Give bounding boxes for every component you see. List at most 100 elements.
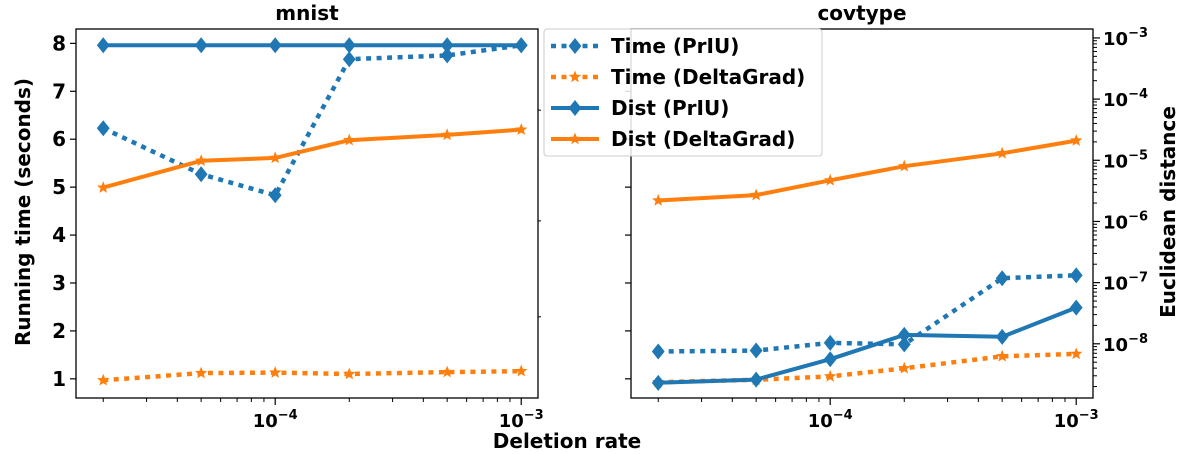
legend-label: Time (PrIU) [611, 34, 739, 58]
data-point [995, 270, 1009, 287]
series-dist-deltagrad [97, 123, 528, 193]
plot-frame [630, 28, 1094, 399]
data-point [824, 173, 837, 186]
data-point [96, 37, 110, 54]
legend-item: Time (PrIU) [551, 34, 739, 58]
covtype-panel: covtype 10−4 10−3 10−8 10−7 10−6 10−5 10−4 10−3 [625, 1, 1148, 432]
data-point [268, 187, 282, 204]
y-right-tick-label: 10−7 [1103, 271, 1148, 295]
series-line [658, 351, 1077, 385]
legend-label: Dist (PrIU) [611, 96, 729, 120]
data-point [568, 70, 582, 83]
data-point [96, 120, 110, 137]
data-point [1070, 347, 1083, 360]
series-time-deltagrad [97, 364, 528, 386]
panel-title: covtype [817, 1, 906, 25]
data-point [268, 37, 282, 54]
panel-title: mnist [275, 1, 339, 25]
data-point [515, 123, 528, 135]
data-point [97, 373, 110, 386]
data-point [568, 100, 582, 116]
data-point [749, 188, 763, 201]
data-point [651, 374, 665, 391]
data-point [194, 154, 208, 167]
series-dist-deltagrad [652, 134, 1083, 206]
y-tick-label: 5 [52, 175, 66, 199]
y-tick-label: 3 [52, 271, 66, 295]
legend-label: Dist (DeltaGrad) [611, 127, 795, 151]
plot-frame [75, 28, 539, 399]
y-right-tick-label: 10−4 [1103, 87, 1148, 111]
y-tick-label: 2 [52, 319, 66, 343]
data-point [995, 328, 1009, 345]
data-point [440, 128, 454, 141]
series-line [102, 127, 522, 190]
data-point [898, 159, 911, 172]
data-point [749, 342, 763, 359]
data-point [898, 361, 911, 374]
data-point [995, 146, 1009, 159]
data-point [343, 133, 356, 146]
data-point [1069, 299, 1083, 316]
y-axis-label-right: Euclidean distance [1156, 106, 1180, 318]
data-point [823, 334, 837, 351]
series-time-priu [96, 37, 528, 204]
series-time-priu [651, 267, 1083, 360]
legend: Time (PrIU) Time (DeltaGrad) Dist (PrIU) Di… [543, 28, 823, 157]
series-line [658, 273, 1077, 354]
legend-item: Dist (DeltaGrad) [551, 127, 795, 151]
data-point [440, 47, 454, 64]
data-point [269, 151, 282, 164]
data-point [995, 349, 1009, 362]
mnist-panel: mnist 10−4 10−3 1 2 3 4 5 6 7 8 [52, 1, 544, 432]
x-axis-label: Deletion rate [493, 429, 641, 450]
x-tick-label: 10−4 [808, 408, 853, 432]
y-right-tick-label: 10−3 [1103, 26, 1148, 50]
data-point [440, 37, 454, 54]
data-point [342, 37, 356, 54]
data-point [194, 37, 208, 54]
series-line [658, 138, 1077, 203]
data-point [652, 194, 665, 206]
data-point [343, 367, 356, 380]
axis-labels: Deletion rate Running time (seconds) Euc… [11, 78, 1180, 453]
x-tick-label: 10−3 [499, 408, 544, 432]
data-point [1070, 134, 1083, 146]
legend-item: Dist (PrIU) [551, 96, 729, 120]
series-line [102, 43, 522, 198]
data-point [440, 365, 454, 378]
series-line [103, 368, 522, 383]
data-point [97, 181, 110, 193]
legend-box [543, 28, 823, 157]
data-point [897, 326, 911, 343]
y-right-tick-label: 10−6 [1103, 209, 1148, 233]
y-tick-label: 4 [52, 223, 66, 247]
data-point [749, 371, 763, 388]
legend-label: Time (DeltaGrad) [611, 65, 805, 89]
data-point [1069, 267, 1083, 284]
y-axis-label-left: Running time (seconds) [11, 78, 35, 346]
data-point [651, 343, 665, 360]
legend-item: Time (DeltaGrad) [551, 65, 805, 89]
data-point [515, 364, 528, 377]
data-point [514, 37, 528, 54]
x-tick-label: 10−4 [253, 408, 298, 432]
series-dist-priu [651, 299, 1083, 391]
data-point [568, 132, 582, 145]
y-tick-label: 1 [52, 367, 66, 391]
data-point [269, 366, 282, 378]
y-tick-label: 8 [52, 31, 66, 55]
data-point [194, 366, 208, 379]
data-point [897, 336, 911, 353]
series-dist-priu [96, 37, 528, 54]
y-right-tick-label: 10−5 [1103, 148, 1148, 172]
data-point [824, 369, 837, 382]
x-tick-label: 10−3 [1054, 408, 1099, 432]
series-line [658, 305, 1077, 385]
data-point [342, 51, 356, 68]
y-tick-label: 6 [52, 127, 66, 151]
data-point [194, 166, 208, 183]
data-point [823, 351, 837, 368]
